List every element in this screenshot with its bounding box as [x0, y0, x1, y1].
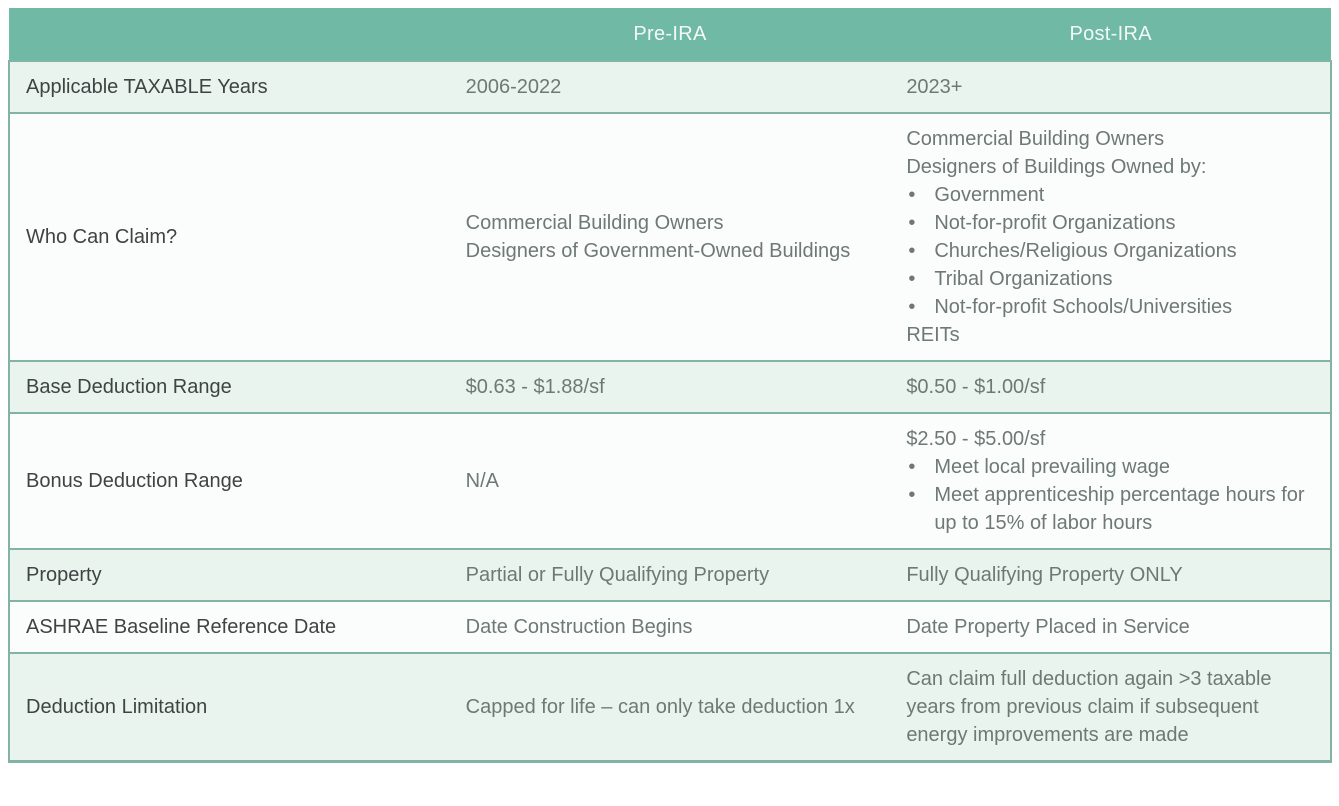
- bullet-item: • Not-for-profit Schools/Universities: [906, 293, 1314, 321]
- table-row: Property Partial or Fully Qualifying Pro…: [8, 548, 1332, 601]
- row-label: Deduction Limitation: [8, 652, 450, 763]
- table-body: Applicable TAXABLE Years 2006-2022 2023+…: [8, 60, 1332, 763]
- cell-text-line: Date Property Placed in Service: [906, 616, 1190, 638]
- table-row: Applicable TAXABLE Years 2006-2022 2023+: [8, 60, 1332, 113]
- cell-text-line: Can claim full deduction again >3 taxabl…: [906, 668, 1272, 746]
- post-ira-cell: $0.50 - $1.00/sf: [890, 360, 1332, 413]
- pre-ira-cell: Partial or Fully Qualifying Property: [449, 548, 891, 601]
- pre-ira-cell: Capped for life – can only take deductio…: [449, 652, 891, 763]
- cell-text-line: 2023+: [906, 76, 963, 98]
- post-ira-cell: Date Property Placed in Service: [890, 600, 1332, 653]
- cell-text-line: 2006-2022: [465, 76, 562, 98]
- row-label: Who Can Claim?: [8, 112, 450, 361]
- row-label: Bonus Deduction Range: [8, 412, 450, 549]
- bullet-text: Not-for-profit Organizations: [934, 212, 1176, 234]
- bullet-marker-icon: •: [908, 184, 916, 206]
- post-ira-cell: Commercial Building Owners Designers of B…: [890, 112, 1332, 361]
- bullet-text: Churches/Religious Organizations: [934, 240, 1237, 262]
- post-ira-cell: $2.50 - $5.00/sf • Meet local prevailing w…: [890, 412, 1332, 549]
- bullet-marker-icon: •: [908, 456, 916, 478]
- cell-text-line: REITs: [906, 324, 960, 346]
- bullet-item: • Meet apprenticeship percentage hours fo…: [906, 481, 1314, 537]
- post-ira-cell: Fully Qualifying Property ONLY: [890, 548, 1332, 601]
- header-cell-pre-ira: Pre-IRA: [449, 8, 891, 61]
- cell-text-line: Commercial Building Owners: [465, 212, 724, 234]
- cell-text-line: $0.50 - $1.00/sf: [906, 376, 1046, 398]
- table-row: Who Can Claim? Commercial Building Owner…: [8, 112, 1332, 361]
- cell-text-line: Date Construction Begins: [465, 616, 693, 638]
- bullet-text: Meet local prevailing wage: [934, 456, 1170, 478]
- bullet-item: • Tribal Organizations: [906, 265, 1314, 293]
- cell-text-line: N/A: [465, 470, 499, 492]
- pre-ira-cell: Date Construction Begins: [449, 600, 891, 653]
- bullet-text: Government: [934, 184, 1045, 206]
- header-row: Pre-IRA Post-IRA: [9, 8, 1331, 61]
- bullet-item: • Government: [906, 181, 1314, 209]
- cell-text-line: Designers of Buildings Owned by:: [906, 156, 1207, 178]
- row-label: Applicable TAXABLE Years: [8, 60, 450, 113]
- bullet-text: Tribal Organizations: [934, 268, 1113, 290]
- row-label: Property: [8, 548, 450, 601]
- row-label: ASHRAE Baseline Reference Date: [8, 600, 450, 653]
- cell-text-line: Fully Qualifying Property ONLY: [906, 564, 1183, 586]
- bullet-marker-icon: •: [908, 268, 916, 290]
- pre-ira-cell: Commercial Building Owners Designers of G…: [449, 112, 891, 361]
- cell-text-line: Designers of Government-Owned Buildings: [465, 240, 851, 262]
- bullet-text: Meet apprenticeship percentage hours for…: [934, 484, 1305, 534]
- pre-ira-cell: N/A: [449, 412, 891, 549]
- bullet-marker-icon: •: [908, 296, 916, 318]
- post-ira-cell: Can claim full deduction again >3 taxabl…: [890, 652, 1332, 763]
- header-cell-empty: [9, 8, 450, 61]
- cell-text-line: Commercial Building Owners: [906, 128, 1165, 150]
- header-cell-post-ira: Post-IRA: [890, 8, 1331, 61]
- bullet-marker-icon: •: [908, 240, 916, 262]
- table-row: ASHRAE Baseline Reference Date Date Cons…: [8, 600, 1332, 653]
- bullet-item: • Churches/Religious Organizations: [906, 237, 1314, 265]
- cell-text-line: $2.50 - $5.00/sf: [906, 428, 1046, 450]
- bullet-marker-icon: •: [908, 212, 916, 234]
- row-label: Base Deduction Range: [8, 360, 450, 413]
- post-ira-cell: 2023+: [890, 60, 1332, 113]
- bullet-text: Not-for-profit Schools/Universities: [934, 296, 1233, 318]
- pre-ira-cell: 2006-2022: [449, 60, 891, 113]
- bullet-item: • Meet local prevailing wage: [906, 453, 1314, 481]
- table-header: Pre-IRA Post-IRA: [9, 8, 1331, 61]
- comparison-table: Pre-IRA Post-IRA Applicable TAXABLE Year…: [8, 8, 1332, 763]
- cell-text-line: $0.63 - $1.88/sf: [465, 376, 605, 398]
- table-row: Deduction Limitation Capped for life – c…: [8, 652, 1332, 763]
- cell-text-line: Partial or Fully Qualifying Property: [465, 564, 770, 586]
- table-row: Bonus Deduction Range N/A $2.50 - $5.00/…: [8, 412, 1332, 549]
- bullet-item: • Not-for-profit Organizations: [906, 209, 1314, 237]
- cell-text-line: Capped for life – can only take deductio…: [465, 696, 855, 718]
- table-row: Base Deduction Range $0.63 - $1.88/sf $0…: [8, 360, 1332, 413]
- pre-ira-cell: $0.63 - $1.88/sf: [449, 360, 891, 413]
- bullet-marker-icon: •: [908, 484, 916, 506]
